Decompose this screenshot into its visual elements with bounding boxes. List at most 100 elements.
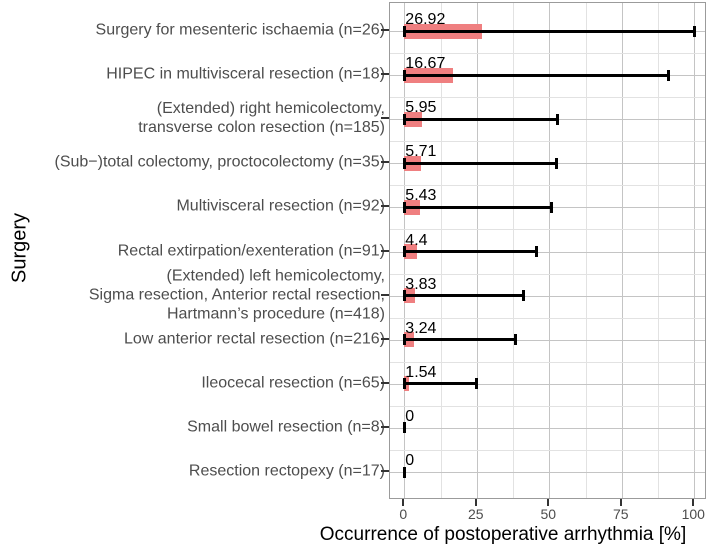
error-bar-cap-upper: [550, 201, 554, 213]
bar-value-label: 5.95: [405, 99, 437, 117]
error-bar-line: [404, 338, 516, 342]
bar-value-label: 0: [405, 407, 415, 425]
x-axis-title: Occurrence of postoperative arrhythmia […: [319, 524, 687, 545]
error-bar-cap-lower: [402, 69, 406, 81]
x-tick-label: 50: [540, 506, 557, 522]
error-bar-line: [404, 205, 552, 209]
error-bar-cap-lower: [402, 201, 406, 213]
category-label-line: transverse colon resection (n=185): [138, 119, 385, 137]
y-axis-tick: [381, 161, 389, 164]
bar-value-label: 5.43: [405, 187, 437, 205]
category-label: Rectal extirpation/exenteration (n=91): [118, 241, 385, 260]
error-bar-cap-lower: [402, 246, 406, 257]
gridline-y-minor: [390, 53, 705, 55]
gridline-y-minor: [390, 185, 705, 187]
category-label-line: (Extended) right hemicolectomy,: [156, 100, 385, 118]
category-label-line: Surgery for mesenteric ischaemia (n=26): [95, 21, 385, 39]
category-label-line: Resection rectopexy (n=17): [188, 462, 385, 480]
y-axis-tick: [381, 29, 389, 31]
bar-value-label: 0: [405, 452, 415, 469]
gridline-x-major: [694, 3, 696, 498]
bar-value-label: 3.83: [405, 275, 437, 293]
y-axis-tick: [381, 381, 389, 384]
error-bar-line: [404, 382, 477, 386]
gridline-y-minor: [390, 273, 705, 275]
gridline-y-minor: [390, 449, 705, 451]
bar-value-label: 4.4: [405, 231, 428, 249]
x-tick-label: 0: [399, 506, 408, 522]
y-axis-tick: [381, 117, 389, 120]
error-bar-cap-lower: [402, 422, 406, 434]
category-label-line: Hartmann’s procedure (n=418): [166, 305, 385, 323]
y-axis-tick: [381, 470, 389, 472]
error-bar-cap-upper: [522, 290, 526, 302]
category-label-line: Ileocecal resection (n=65): [201, 374, 385, 392]
y-axis-tick: [381, 205, 389, 208]
gridline-y-minor: [390, 97, 705, 99]
category-label: HIPEC in multivisceral resection (n=18): [106, 65, 385, 84]
error-bar-line: [404, 161, 557, 165]
error-bar-cap-lower: [402, 334, 406, 346]
error-bar-cap-upper: [666, 69, 670, 81]
category-label: Ileocecal resection (n=65): [201, 373, 385, 392]
category-label: Low anterior rectal resection (n=216): [124, 329, 385, 348]
error-bar-line: [404, 73, 669, 77]
gridline-y-minor: [390, 141, 705, 143]
y-axis-tick: [381, 425, 389, 428]
gridline-x-major: [549, 3, 551, 498]
error-bar-cap-lower: [402, 113, 406, 125]
category-label-line: Sigma resection, Anterior rectal resecti…: [88, 286, 385, 304]
gridline-y-minor: [390, 317, 705, 319]
gridline-y-major: [390, 472, 705, 473]
gridline-x-major: [621, 3, 623, 498]
y-axis-tick: [381, 337, 389, 340]
gridline-x-minor: [658, 3, 660, 498]
error-bar-cap-upper: [475, 378, 479, 390]
x-tick-label: 75: [613, 506, 629, 522]
error-bar-line: [404, 29, 695, 33]
gridline-y-minor: [390, 405, 705, 407]
gridline-y-major: [390, 295, 705, 297]
bar-value-label: 26.92: [405, 11, 446, 28]
x-tick-label: 100: [681, 506, 705, 522]
category-label: (Sub−)total colectomy, proctocolectomy (…: [54, 153, 385, 172]
category-label: Resection rectopexy (n=17): [189, 462, 385, 481]
x-axis-tick: [402, 499, 405, 506]
y-axis-tick: [381, 73, 389, 76]
bar-value-label: 1.54: [405, 363, 437, 381]
category-label-line: (Extended) left hemicolectomy,: [166, 267, 385, 285]
bar-value-label: 5.71: [405, 143, 437, 161]
category-label-line: (Sub−)total colectomy, proctocolectomy (…: [54, 153, 385, 171]
x-axis-tick: [474, 499, 477, 506]
error-bar-cap-upper: [556, 113, 560, 125]
category-label: Small bowel resection (n=8): [187, 417, 385, 436]
error-bar-cap-upper: [692, 25, 696, 37]
error-bar-line: [404, 117, 558, 121]
error-bar-line: [404, 250, 537, 253]
category-label: Multivisceral resection (n=92): [176, 197, 385, 216]
x-axis-tick: [547, 499, 550, 506]
bar-value-label: 3.24: [405, 319, 437, 337]
error-bar-line: [404, 294, 524, 298]
category-label-line: HIPEC in multivisceral resection (n=18): [106, 65, 385, 83]
category-label-line: Rectal extirpation/exenteration (n=91): [117, 242, 385, 259]
error-bar-cap-upper: [514, 334, 518, 346]
gridline-y-minor: [390, 361, 705, 363]
y-axis-title: Surgery: [8, 212, 31, 284]
y-axis-tick: [381, 293, 389, 296]
x-axis-tick: [692, 499, 695, 506]
gridline-y-major: [390, 339, 705, 341]
category-label-line: Low anterior rectal resection (n=216): [123, 330, 385, 348]
category-label: Surgery for mesenteric ischaemia (n=26): [96, 21, 385, 40]
error-bar-cap-lower: [402, 25, 406, 37]
error-bar-cap-upper: [535, 246, 539, 257]
category-label-line: Small bowel resection (n=8): [187, 418, 385, 436]
x-tick-label: 25: [468, 506, 484, 522]
plot-panel: 26.92 16.67 5.95 5.71 5.43 4.4 3.83 3.24 1.54 0 0: [389, 2, 706, 499]
gridline-y-minor: [390, 229, 705, 231]
error-bar-cap-lower: [402, 466, 406, 478]
error-bar-cap-lower: [402, 290, 406, 302]
gridline-x-minor: [585, 3, 587, 498]
error-bar-cap-lower: [402, 157, 406, 169]
